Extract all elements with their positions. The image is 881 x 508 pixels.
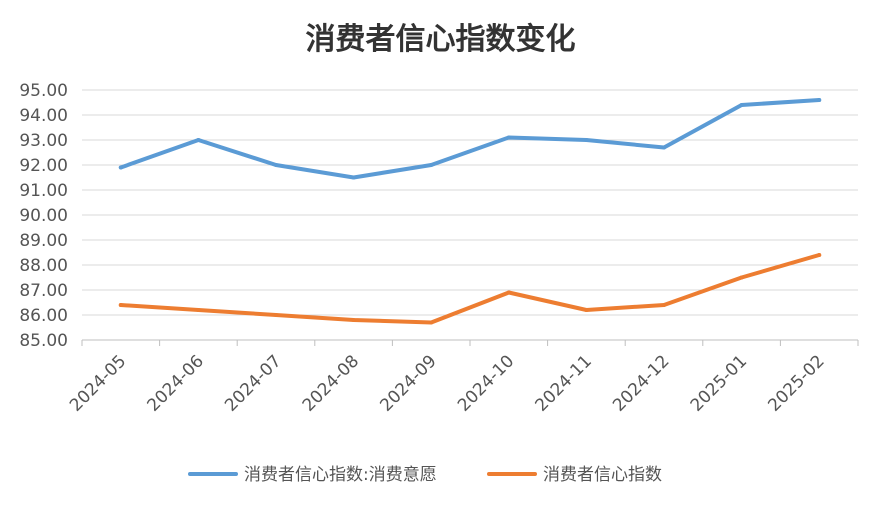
y-tick-label: 86.00 — [19, 306, 68, 326]
legend-label-1: 消费者信心指数:消费意愿 — [244, 465, 437, 485]
x-tick-label: 2024-06 — [144, 351, 208, 415]
y-tick-label: 89.00 — [19, 231, 68, 251]
data-point — [739, 275, 744, 280]
data-point — [506, 290, 511, 295]
x-tick-label: 2024-12 — [609, 351, 673, 415]
x-tick-label: 2024-08 — [299, 351, 363, 415]
data-point — [274, 163, 278, 167]
data-point — [584, 308, 589, 312]
y-tick-label: 87.00 — [19, 281, 68, 301]
data-point — [118, 165, 123, 170]
data-point — [584, 138, 589, 142]
series-line-2 — [118, 253, 822, 325]
data-point — [196, 308, 201, 312]
data-point — [662, 145, 666, 150]
data-point — [739, 103, 744, 107]
x-tick-label: 2024-10 — [454, 351, 518, 415]
x-tick-label: 2024-11 — [532, 351, 596, 415]
data-point — [817, 98, 822, 102]
legend-label-2: 消费者信心指数 — [543, 465, 662, 485]
x-tick-label: 2024-07 — [221, 351, 285, 415]
data-point — [118, 303, 123, 307]
y-tick-label: 92.00 — [19, 156, 68, 176]
x-tick-label: 2025-01 — [687, 351, 751, 415]
y-tick-label: 90.00 — [19, 206, 68, 226]
x-tick-label: 2024-09 — [376, 351, 440, 415]
y-tick-label: 91.00 — [19, 181, 68, 201]
data-point — [429, 163, 434, 167]
y-tick-label: 93.00 — [19, 131, 68, 151]
y-tick-label: 85.00 — [19, 331, 68, 351]
data-point — [274, 313, 278, 317]
y-tick-label: 95.00 — [19, 81, 68, 101]
x-tick-label: 2024-05 — [66, 351, 130, 415]
data-point — [351, 175, 356, 180]
data-point — [196, 138, 201, 142]
chart-title: 消费者信心指数变化 — [305, 22, 576, 57]
data-point — [662, 303, 666, 307]
data-point — [817, 253, 822, 257]
x-tick-label: 2025-02 — [764, 351, 828, 415]
series-line-1 — [118, 98, 822, 180]
data-point — [506, 135, 511, 140]
data-point — [429, 320, 434, 325]
data-point — [351, 318, 356, 322]
y-tick-label: 88.00 — [19, 256, 68, 276]
y-tick-label: 94.00 — [19, 106, 68, 126]
